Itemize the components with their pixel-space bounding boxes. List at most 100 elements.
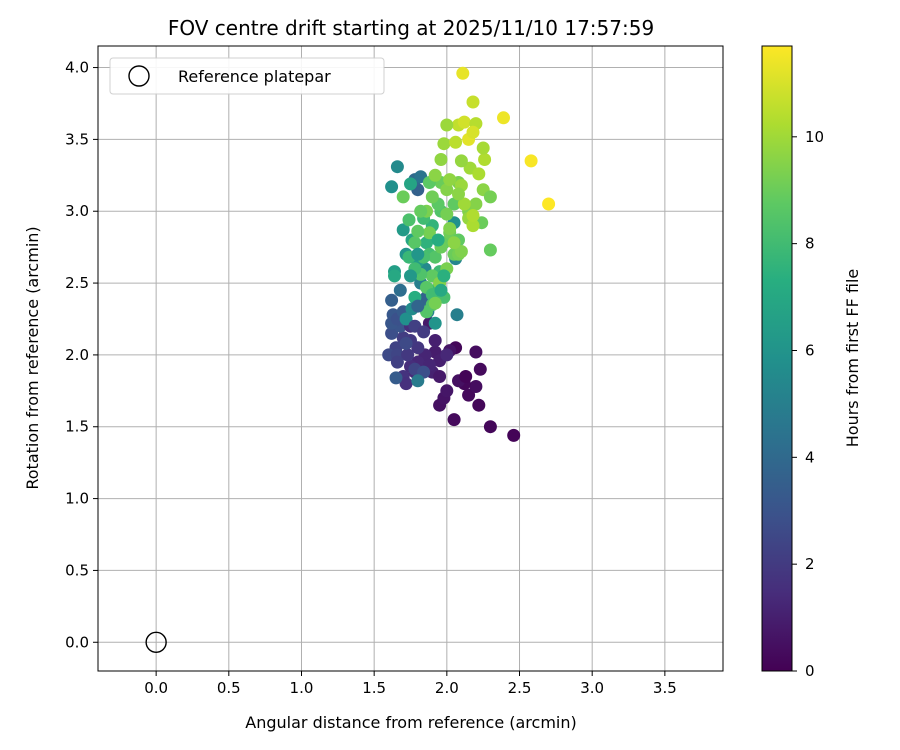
data-point [466,125,480,139]
data-point [425,190,439,204]
chart-title: FOV centre drift starting at 2025/11/10 … [168,16,654,40]
y-tick-label: 0.5 [65,561,89,579]
data-point [466,219,480,233]
colorbar-tick-label: 4 [805,448,815,466]
data-point [404,269,417,283]
data-point [440,118,454,132]
x-tick-label: 3.5 [653,679,677,697]
data-point [404,177,417,191]
data-point [411,224,425,238]
data-point [449,135,463,149]
data-point [411,374,425,388]
y-tick-label: 2.5 [65,274,89,292]
data-point [454,154,468,168]
data-point [428,296,442,310]
y-tick-label: 4.0 [65,59,89,77]
data-point [454,245,468,258]
data-point [440,207,454,221]
data-point [393,283,407,297]
data-point [411,247,425,261]
data-point [447,413,461,427]
data-point [459,370,473,383]
data-point [411,299,425,313]
data-point [542,197,556,211]
colorbar-tick-label: 10 [805,128,824,146]
data-point [431,233,445,247]
data-point [469,345,483,359]
reference-marker [145,631,167,653]
data-point [469,380,483,393]
y-axis-ticks: 0.0 0.5 1.0 1.5 2.0 2.5 3.0 3.5 4.0 [65,59,98,651]
data-point [414,204,428,218]
data-point [389,371,403,385]
data-point [399,377,413,391]
data-point [433,370,447,383]
x-tick-label: 3.0 [580,679,604,697]
legend-marker-icon [128,65,150,87]
y-tick-label: 3.5 [65,130,89,148]
colorbar-tick-label: 0 [805,662,815,680]
data-point [483,190,497,204]
data-point [440,384,454,398]
y-tick-label: 2.0 [65,346,89,364]
data-point [399,312,413,326]
data-point [385,180,399,194]
y-tick-label: 0.0 [65,633,89,651]
data-point [472,398,486,412]
data-point [507,428,521,442]
data-point [450,308,464,322]
data-point [483,420,497,434]
data-point [476,141,490,155]
legend: Reference platepar [109,57,385,95]
colorbar-tick-label: 8 [805,235,815,253]
data-point [443,222,457,235]
data-point [472,167,486,181]
data-point [447,236,461,250]
data-point [428,250,442,264]
data-points [382,66,556,442]
data-point [396,223,410,237]
data-point [428,316,442,330]
x-tick-label: 2.0 [435,679,459,697]
data-point [428,168,442,182]
data-point [428,334,442,347]
data-point [452,187,465,201]
data-point [417,325,431,339]
data-point [437,137,451,151]
x-tick-label: 1.5 [362,679,386,697]
plot-frame [97,45,724,672]
data-point [462,388,476,402]
data-point [385,293,399,307]
data-point [420,236,433,250]
data-point [388,269,401,283]
data-point [473,362,487,376]
legend-label: Reference platepar [178,67,331,86]
reference-point [145,631,167,653]
data-point [437,269,451,283]
colorbar-ticks: 0 2 4 6 8 10 [792,128,824,680]
data-point [447,197,461,211]
y-axis-label: Rotation from reference (arcmin) [23,226,42,489]
data-point [399,336,413,350]
data-point [390,160,404,174]
data-point [456,66,470,80]
data-point [434,283,448,297]
data-point [524,154,538,168]
data-point [443,173,457,187]
data-point [385,326,399,340]
x-tick-label: 2.5 [508,679,532,697]
data-point [401,348,415,362]
x-axis-label: Angular distance from reference (arcmin) [245,713,576,732]
colorbar-tick-label: 2 [805,555,815,573]
data-point [408,236,422,250]
data-point [396,190,410,204]
colorbar-tick-label: 6 [805,341,815,359]
x-axis-ticks: 0.0 0.5 1.0 1.5 2.0 2.5 3.0 3.5 [144,671,677,697]
x-tick-label: 0.5 [217,679,241,697]
data-point [434,153,448,166]
colorbar-label: Hours from first FF file [843,269,862,448]
colorbar [761,45,793,672]
data-point [402,213,416,227]
y-tick-label: 1.5 [65,418,89,436]
